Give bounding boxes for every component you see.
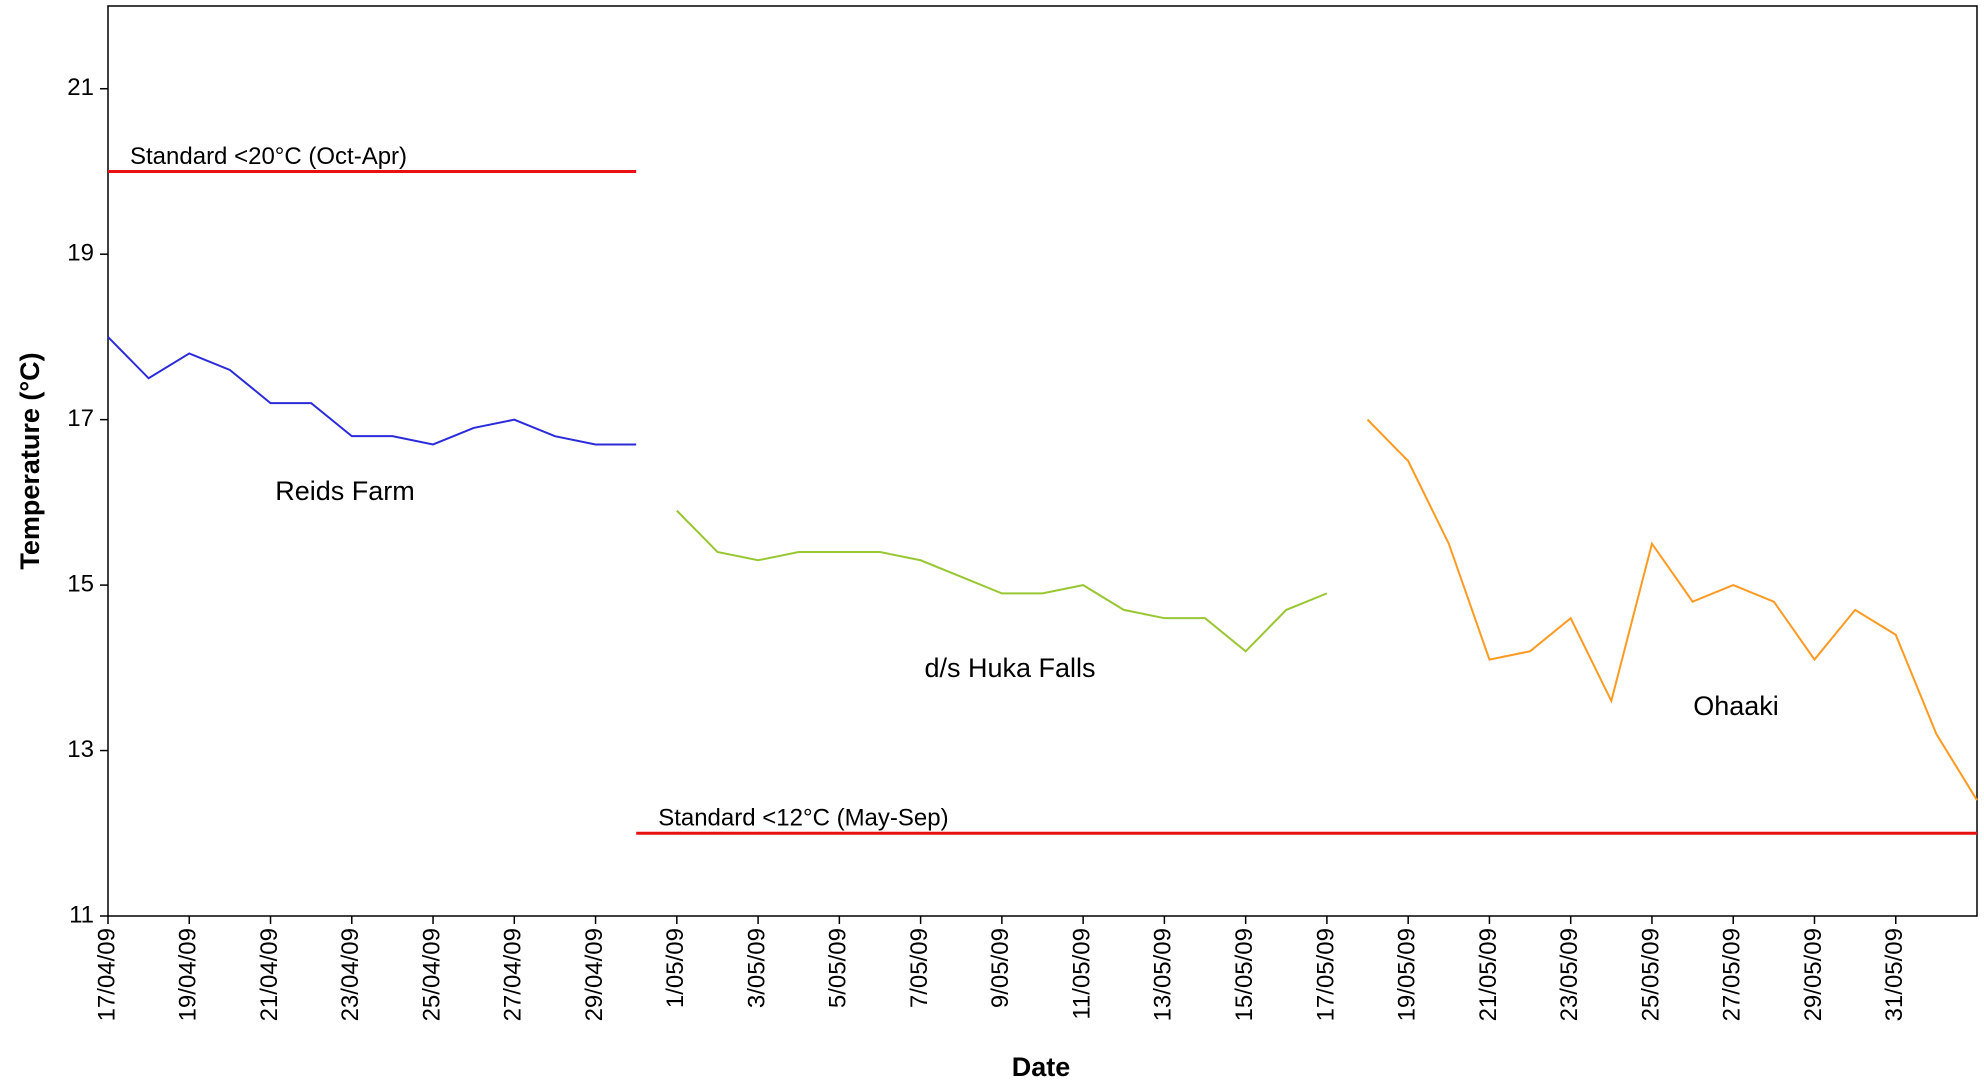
x-tick-label: 23/05/09 — [1556, 928, 1583, 1021]
y-tick-label: 11 — [69, 901, 94, 928]
x-tick-label: 1/05/09 — [662, 928, 689, 1008]
x-tick-label: 13/05/09 — [1150, 928, 1177, 1021]
reference-label: Standard <20°C (Oct-Apr) — [130, 143, 407, 170]
x-tick-label: 17/05/09 — [1312, 928, 1339, 1021]
x-tick-label: 31/05/09 — [1881, 928, 1908, 1021]
x-tick-label: 29/05/09 — [1800, 928, 1827, 1021]
series-label: Ohaaki — [1693, 691, 1779, 721]
x-axis-title: Date — [1012, 1052, 1071, 1082]
y-tick-label: 13 — [67, 736, 94, 763]
x-tick-label: 21/04/09 — [256, 928, 283, 1021]
x-tick-label: 19/04/09 — [175, 928, 202, 1021]
x-tick-label: 15/05/09 — [1231, 928, 1258, 1021]
x-tick-label: 9/05/09 — [987, 928, 1014, 1008]
y-tick-label: 15 — [67, 570, 94, 597]
y-tick-label: 21 — [67, 74, 94, 101]
x-tick-label: 19/05/09 — [1394, 928, 1421, 1021]
reference-label: Standard <12°C (May-Sep) — [658, 805, 948, 832]
x-tick-label: 11/05/09 — [1068, 928, 1095, 1020]
x-tick-label: 29/04/09 — [581, 928, 608, 1021]
x-tick-label: 5/05/09 — [825, 928, 852, 1008]
x-tick-label: 3/05/09 — [743, 928, 770, 1008]
y-tick-label: 17 — [67, 405, 94, 432]
x-tick-label: 7/05/09 — [906, 928, 933, 1008]
series-line — [676, 509, 1328, 653]
x-tick-label: 23/04/09 — [337, 928, 364, 1021]
x-tick-label: 27/05/09 — [1719, 928, 1746, 1021]
series-label: d/s Huka Falls — [924, 653, 1095, 683]
series-label: Reids Farm — [275, 476, 415, 506]
series-line — [107, 336, 637, 446]
series-line — [1366, 418, 1978, 801]
y-tick-label: 19 — [67, 240, 94, 267]
x-tick-label: 25/04/09 — [418, 928, 445, 1021]
x-tick-label: 25/05/09 — [1637, 928, 1664, 1021]
plot-frame — [107, 5, 1978, 917]
y-axis-title: Temperature (°C) — [15, 352, 45, 569]
x-tick-label: 17/04/09 — [93, 928, 120, 1021]
x-tick-label: 21/05/09 — [1475, 928, 1502, 1021]
x-tick-label: 27/04/09 — [500, 928, 527, 1021]
